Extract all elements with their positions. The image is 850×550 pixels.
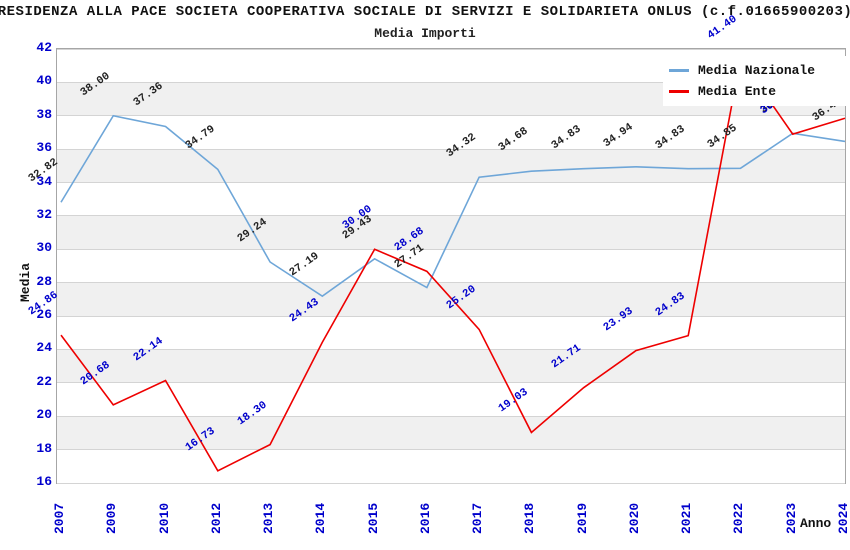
legend-label: Media Nazionale — [698, 63, 816, 78]
y-tick-label: 26 — [36, 307, 52, 323]
series-lines — [60, 56, 846, 472]
legend-label: Media Ente — [698, 84, 777, 99]
x-tick-label: 2020 — [626, 502, 642, 534]
chart-title: RESIDENZA ALLA PACE SOCIETA COOPERATIVA … — [0, 4, 850, 20]
y-tick-label: 24 — [36, 340, 52, 356]
x-tick-label: 2007 — [52, 502, 67, 534]
legend-item: Media Nazionale — [669, 60, 845, 81]
gridline — [57, 48, 845, 50]
x-tick-label: 2014 — [313, 502, 329, 534]
gridline — [57, 248, 845, 250]
gridline — [57, 348, 845, 350]
y-tick-label: 42 — [36, 40, 52, 55]
y-tick-label: 22 — [36, 373, 52, 389]
x-tick-label: 2015 — [365, 502, 381, 534]
x-tick-label: 2018 — [522, 502, 538, 534]
y-tick-label: 32 — [36, 206, 52, 222]
legend-swatch-media-nazionale — [669, 69, 689, 72]
gridline — [57, 315, 845, 317]
x-tick-label: 2016 — [417, 502, 433, 534]
series-line-media-ente — [60, 56, 846, 472]
y-tick-label: 28 — [36, 273, 52, 289]
gridline — [57, 382, 845, 384]
x-tick-label: 2022 — [731, 502, 747, 534]
y-tick-label: 40 — [36, 73, 52, 89]
legend: Media Nazionale Media Ente — [663, 56, 850, 106]
gridline — [57, 115, 845, 117]
series-line-media-nazionale — [60, 114, 846, 298]
x-tick-label: 2019 — [574, 502, 590, 534]
gridline — [57, 482, 845, 484]
chart-subtitle: Media Importi — [374, 26, 476, 41]
gridline — [57, 148, 845, 150]
plot-band — [57, 416, 845, 450]
legend-swatch-media-ente — [669, 90, 689, 93]
plot-band — [57, 282, 845, 317]
y-tick-label: 36 — [36, 140, 52, 156]
x-tick-label: 2023 — [783, 502, 799, 534]
plot-band — [57, 215, 845, 250]
x-tick-label: 2012 — [208, 502, 224, 534]
x-tick-label: 2017 — [470, 502, 486, 534]
y-tick-label: 30 — [36, 240, 52, 256]
y-tick-label: 18 — [36, 440, 52, 456]
plot-area: 32.82 38.00 37.36 34.79 29.24 27.19 29.43 27.71… — [27, 13, 846, 484]
y-tick-label: 34 — [36, 173, 52, 189]
plot-band — [57, 149, 845, 183]
x-tick-label: 2009 — [104, 502, 120, 534]
x-tick-label: 2010 — [156, 502, 172, 534]
y-tick-label: 20 — [36, 407, 52, 423]
plot-band — [57, 349, 845, 383]
y-tick-label: 16 — [36, 474, 52, 489]
gridline — [57, 182, 845, 184]
x-tick-label: 2013 — [261, 502, 277, 534]
legend-item: Media Ente — [669, 81, 845, 102]
x-tick-label: 2021 — [679, 502, 695, 534]
gridline — [57, 415, 845, 417]
x-tick-label: 2024 — [836, 502, 850, 534]
x-axis-title: Anno — [800, 516, 832, 531]
gridline — [57, 81, 845, 83]
gridline — [57, 449, 845, 451]
gridline — [57, 282, 845, 284]
y-tick-label: 38 — [36, 106, 52, 122]
gridline — [57, 215, 845, 217]
